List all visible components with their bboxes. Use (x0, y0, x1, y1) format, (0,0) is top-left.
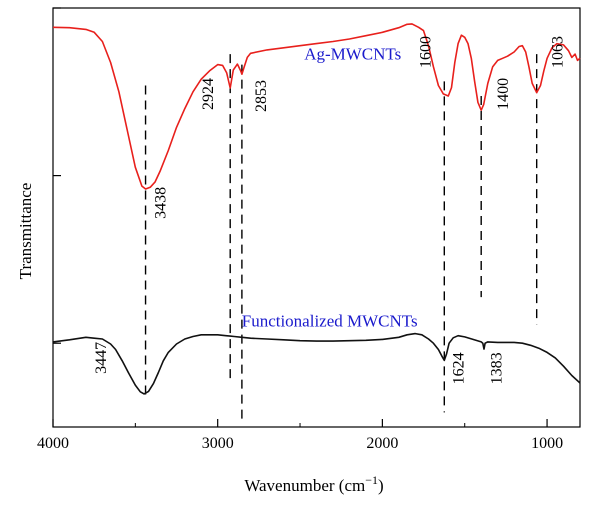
peak-label: 1624 (451, 352, 468, 384)
peak-label: 1063 (549, 36, 566, 68)
peak-label: 2853 (253, 80, 270, 112)
peak-label: 3438 (152, 187, 169, 219)
spectra-layer (52, 23, 581, 395)
functionalized-mwcnts-label: Functionalized MWCNTs (242, 311, 418, 330)
axis-ticks: 4000 3000 2000 1000 (37, 7, 563, 452)
ag-mwcnts-label: Ag-MWCNTs (304, 45, 401, 64)
peak-label: 1600 (417, 36, 434, 68)
x-axis-title: Wavenumber (cm−1) (244, 473, 383, 495)
x-tick-label: 3000 (202, 435, 234, 452)
x-tick-label: 1000 (531, 435, 563, 452)
peak-label: 1383 (488, 352, 505, 384)
plot-border (52, 7, 581, 428)
x-axis-title-close: ) (378, 476, 384, 495)
ag-mwcnts-spectrum (52, 23, 581, 190)
x-tick-label: 2000 (366, 435, 398, 452)
peak-label: 2924 (200, 78, 217, 110)
peak-label: 3447 (93, 342, 110, 374)
x-axis-title-superscript: −1 (365, 473, 378, 487)
peak-marker-lines (144, 54, 538, 419)
functionalized-mwcnts-spectrum (52, 332, 581, 395)
peak-label: 1400 (495, 78, 512, 110)
annotation-layer: Ag-MWCNTs Functionalized MWCNTs 3438 2924 28… (93, 36, 566, 384)
x-tick-label: 4000 (37, 435, 69, 452)
plot-frame (52, 7, 581, 428)
y-axis-title: Transmittance (16, 183, 35, 280)
x-axis-title-main: Wavenumber (cm (244, 476, 365, 495)
